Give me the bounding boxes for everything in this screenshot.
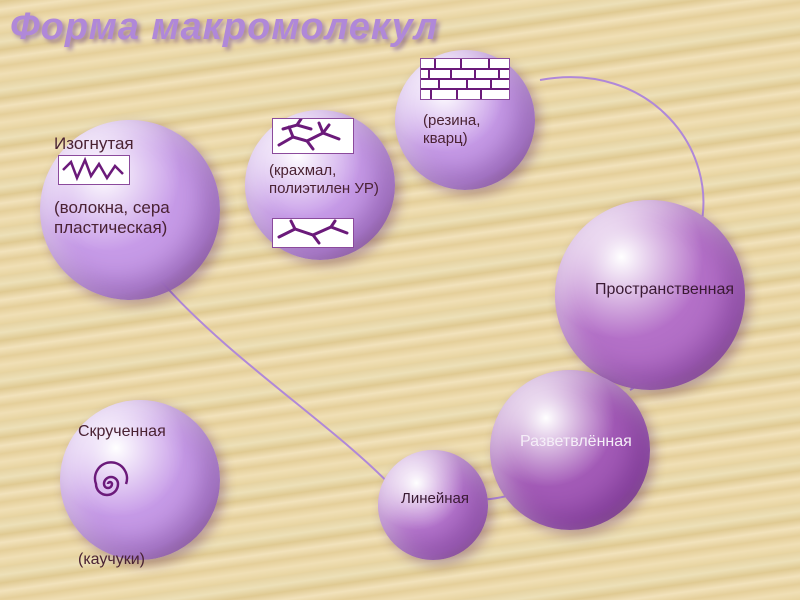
branch2-icon [272, 218, 354, 248]
node-spatial-label: Пространственная [595, 280, 715, 299]
zigzag-icon [58, 155, 130, 185]
node-bent: Изогнутая (волокна, сера пластическая) [40, 120, 220, 300]
node-spatial: Пространственная [555, 200, 745, 390]
node-spatial-example-label: (резина, кварц) [423, 112, 513, 148]
node-branched: Разветвлённая [490, 370, 650, 530]
node-linear-label: Линейная [400, 490, 470, 508]
node-branched-example-label: (крахмал, полиэтилен УР) [269, 162, 379, 198]
node-coiled-sub: (каучуки) [78, 550, 208, 569]
branch1-icon [272, 118, 354, 154]
spiral-icon [80, 460, 136, 508]
node-branched-label: Разветвлённая [520, 432, 630, 451]
page-title: Форма макромолекул [10, 6, 438, 49]
node-bent-title: Изогнутая [54, 134, 204, 154]
node-linear: Линейная [378, 450, 488, 560]
node-coiled-title: Скрученная [78, 422, 208, 441]
mesh-icon [420, 58, 510, 100]
node-bent-sub: (волокна, сера пластическая) [54, 198, 204, 239]
